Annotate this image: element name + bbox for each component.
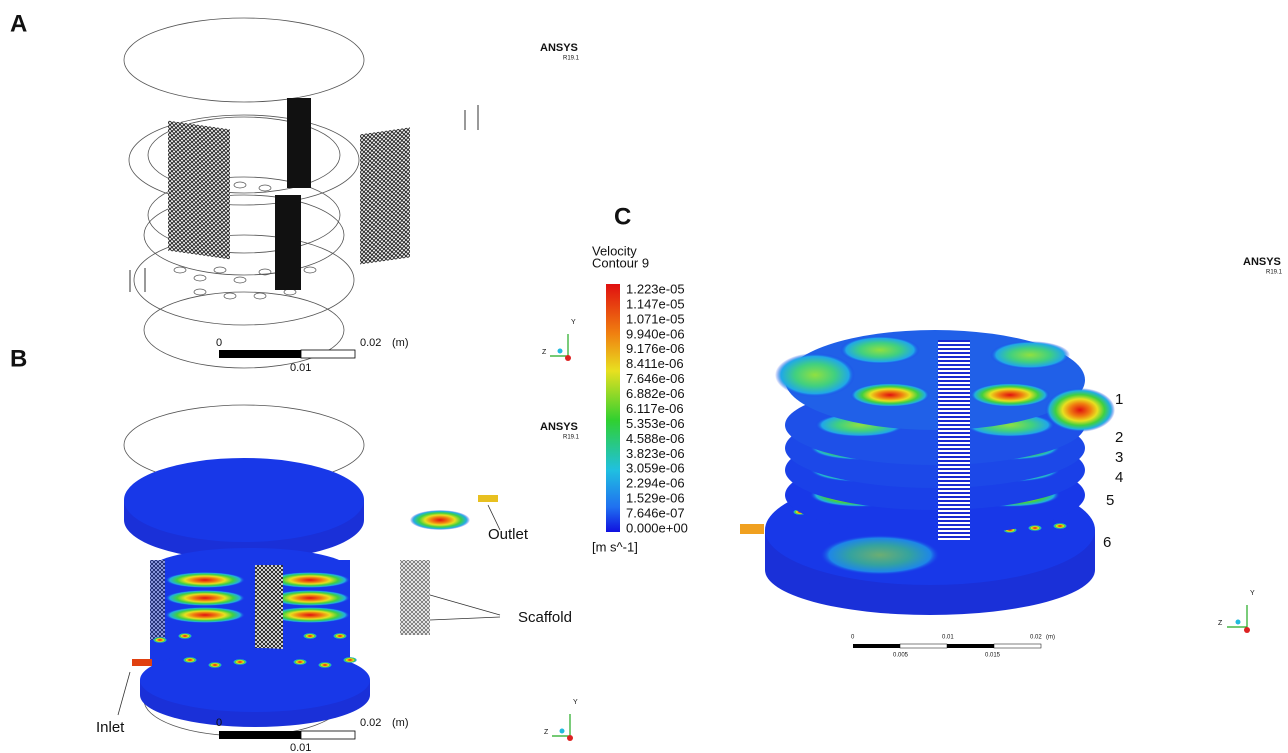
panel-label: A: [10, 10, 27, 37]
legend-value: 6.117e-06: [626, 401, 684, 416]
triad-label: Z: [1218, 620, 1223, 627]
scale-end: 0.02: [360, 717, 381, 729]
legend-value: 1.223e-05: [626, 281, 685, 296]
figure: A B C ANSYS R19.1 ANSYS R19.1 ANSYS R19.…: [0, 0, 1288, 753]
color-scale: [606, 284, 620, 532]
triad-label: Y: [573, 699, 578, 706]
legend-value: 9.940e-06: [626, 326, 685, 341]
scale-end: 0.02: [360, 337, 381, 349]
logo-version: R19.1: [563, 56, 580, 62]
scale-tick: 0.02: [1030, 635, 1042, 641]
annotation: Outlet: [488, 526, 529, 543]
legend-unit: [m s^-1]: [592, 539, 638, 554]
triad-label: Z: [542, 349, 547, 356]
scale-start: 0: [216, 337, 222, 349]
legend-value: 1.071e-05: [626, 311, 685, 326]
legend-value: 9.176e-06: [626, 341, 685, 356]
legend-value: 2.294e-06: [626, 476, 685, 491]
scale-tick: 0: [851, 635, 855, 641]
legend-value: 6.882e-06: [626, 386, 685, 401]
scale-tick: 0.015: [985, 653, 1001, 659]
legend-value: 3.823e-06: [626, 446, 685, 461]
panel-c-model: [740, 330, 1115, 648]
scale-start: 0: [216, 717, 222, 729]
legend-value: 7.646e-07: [626, 506, 685, 521]
legend-value: 5.353e-06: [626, 416, 685, 431]
logo: ANSYS: [540, 421, 578, 433]
annotation: Scaffold: [518, 609, 572, 626]
scale-tick: 0.005: [893, 653, 909, 659]
triad-label: Y: [571, 319, 576, 326]
legend-subtitle: Contour 9: [592, 255, 649, 270]
logo-version: R19.1: [1266, 270, 1283, 276]
triad-label: Y: [1250, 590, 1255, 597]
scale-mid: 0.01: [290, 742, 311, 753]
legend-value: 1.529e-06: [626, 491, 685, 506]
layer-label: 2: [1115, 429, 1123, 446]
logo-version: R19.1: [563, 435, 580, 441]
logo: ANSYS: [1243, 256, 1281, 268]
scale-unit: (m): [1046, 635, 1055, 641]
panel-label: C: [614, 203, 631, 230]
triad-label: Z: [544, 729, 549, 736]
layer-label: 6: [1103, 534, 1111, 551]
legend-value: 8.411e-06: [626, 356, 684, 371]
scale-mid: 0.01: [290, 362, 311, 374]
layer-label: 3: [1115, 449, 1123, 466]
legend-value: 7.646e-06: [626, 371, 685, 386]
scale-tick: 0.01: [942, 635, 954, 641]
legend-value: 4.588e-06: [626, 431, 685, 446]
panel-label: B: [10, 345, 27, 372]
panel-b-model: [118, 405, 500, 739]
panel-a-model: [124, 18, 478, 368]
legend-value: 3.059e-06: [626, 461, 685, 476]
legend-value: 0.000e+00: [626, 520, 688, 535]
logo: ANSYS: [540, 42, 578, 54]
annotation: Inlet: [96, 719, 125, 736]
scale-unit: (m): [392, 337, 409, 349]
layer-label: 1: [1115, 391, 1123, 408]
legend-value: 1.147e-05: [626, 296, 685, 311]
layer-label: 4: [1115, 469, 1123, 486]
layer-label: 5: [1106, 492, 1114, 509]
scale-unit: (m): [392, 717, 409, 729]
